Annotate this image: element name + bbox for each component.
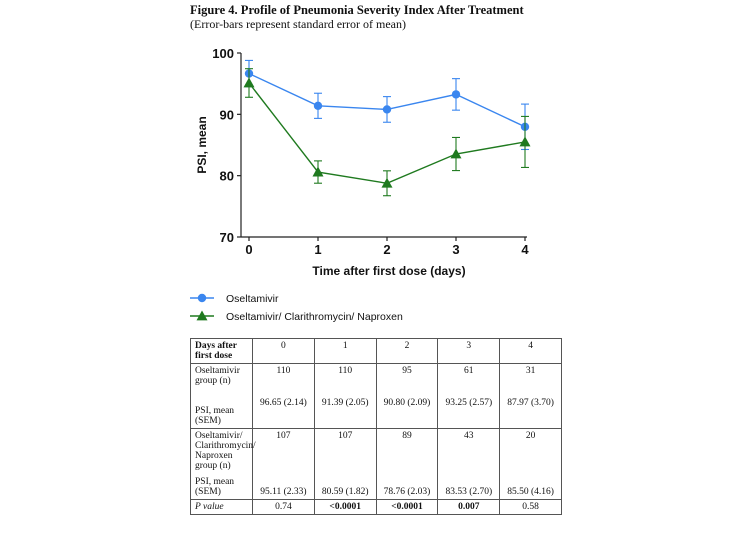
pvalue-0: 0.74: [252, 499, 315, 515]
table-row-oseltamivir: Oseltamivir group (n) PSI, mean (SEM) 11…: [190, 363, 562, 429]
oseltamivir-n-label: Oseltamivir group (n): [195, 366, 240, 386]
combination-psi-0: 95.11 (2.33): [260, 487, 307, 497]
oseltamivir-psi-0: 96.65 (2.14): [260, 398, 307, 408]
legend-marker-oseltamivir: [197, 293, 207, 303]
y-tick-label-90: 90: [220, 107, 234, 122]
oseltamivir-psi-2: 90.80 (2.09): [383, 398, 431, 408]
oseltamivir-n-0: 110: [276, 366, 291, 376]
combination-day-2: 89 78.76 (2.03): [375, 428, 439, 500]
y-axis-label: PSI, mean: [195, 116, 209, 173]
oseltamivir-day-0: 110 96.65 (2.14): [252, 363, 315, 429]
combination-psi-4: 85.50 (4.16): [507, 487, 554, 497]
combination-day-1: 107 80.59 (1.82): [313, 428, 377, 500]
oseltamivir-day-4: 31 87.97 (3.70): [499, 363, 562, 429]
header-day-3: 3: [437, 338, 501, 364]
header-day-1: 1: [313, 338, 377, 364]
combination-marker-3: [450, 148, 462, 159]
combination-day-3: 43 83.53 (2.70): [437, 428, 501, 500]
oseltamivir-psi-3: 93.25 (2.57): [445, 398, 493, 408]
header-day-0: 0: [252, 338, 315, 364]
pvalue-2: <0.0001: [375, 499, 439, 515]
oseltamivir-marker-1: [313, 101, 323, 111]
y-tick-label-70: 70: [220, 230, 234, 245]
oseltamivir-day-2: 95 90.80 (2.09): [375, 363, 439, 429]
oseltamivir-n-1: 110: [338, 366, 353, 376]
x-tick-label-3: 3: [452, 242, 459, 257]
figure-subtitle: (Error-bars represent standard error of …: [190, 17, 406, 31]
oseltamivir-marker-3: [451, 90, 461, 99]
y-tick-label-80: 80: [220, 169, 234, 184]
y-tick-label-100: 100: [212, 46, 234, 61]
oseltamivir-n-4: 31: [525, 366, 536, 376]
legend-label-combination: Oseltamivir/ Clarithromycin/ Naproxen: [226, 311, 403, 323]
combination-marker-4: [519, 136, 531, 147]
pvalue-3: 0.007: [437, 499, 501, 515]
header-day-2: 2: [375, 338, 439, 364]
header-day-4: 4: [499, 338, 562, 364]
combination-psi-1: 80.59 (1.82): [321, 487, 369, 497]
pvalue-1: <0.0001: [313, 499, 377, 515]
combination-n-label: Oseltamivir/ Clarithromycin/ Naproxen gr…: [195, 431, 256, 471]
oseltamivir-marker-2: [382, 105, 392, 114]
figure-title: Figure 4. Profile of Pneumonia Severity …: [190, 3, 524, 17]
pvalue-4: 0.58: [499, 499, 562, 515]
oseltamivir-psi-4: 87.97 (3.70): [507, 398, 554, 408]
combination-psi-2: 78.76 (2.03): [383, 487, 431, 497]
combination-marker-0: [243, 77, 255, 88]
oseltamivir-day-1: 110 91.39 (2.05): [313, 363, 377, 429]
combination-labels: Oseltamivir/ Clarithromycin/ Naproxen gr…: [190, 428, 256, 500]
combination-psi-3: 83.53 (2.70): [445, 487, 493, 497]
x-tick-label-0: 0: [245, 242, 252, 257]
oseltamivir-n-2: 95: [402, 366, 412, 376]
table-row-pvalue: P value 0.74 <0.0001 <0.0001 0.007 0.58: [190, 499, 562, 515]
oseltamivir-psi-label: PSI, mean (SEM): [195, 406, 235, 426]
combination-psi-label: PSI, mean (SEM): [195, 477, 235, 497]
x-tick-label-2: 2: [383, 242, 390, 257]
combination-n-1: 107: [338, 431, 353, 441]
line-chart: 70 80 90 100 0 1 2 3 4 Time after first dose (day…: [190, 46, 531, 323]
x-tick-label-1: 1: [314, 242, 321, 257]
header-days-label: Days after first dose: [190, 338, 253, 364]
table-row-combination: Oseltamivir/ Clarithromycin/ Naproxen gr…: [190, 428, 562, 500]
table-row-header: Days after first dose 0 1 2 3 4: [190, 338, 562, 364]
oseltamivir-psi-1: 91.39 (2.05): [321, 398, 369, 408]
combination-day-0: 107 95.11 (2.33): [252, 428, 315, 500]
combination-day-4: 20 85.50 (4.16): [499, 428, 562, 500]
combination-marker-2: [381, 177, 393, 188]
combination-marker-1: [312, 166, 324, 177]
x-tick-label-4: 4: [521, 242, 529, 257]
combination-n-3: 43: [464, 431, 474, 441]
x-axis-label: Time after first dose (days): [312, 264, 465, 278]
combination-n-0: 107: [276, 431, 291, 441]
combination-n-2: 89: [402, 431, 412, 441]
oseltamivir-day-3: 61 93.25 (2.57): [437, 363, 501, 429]
oseltamivir-labels: Oseltamivir group (n) PSI, mean (SEM): [190, 363, 253, 429]
oseltamivir-n-3: 61: [464, 366, 474, 376]
combination-n-4: 20: [525, 431, 536, 441]
legend-label-oseltamivir: Oseltamivir: [226, 293, 279, 305]
pvalue-label: P value: [190, 499, 253, 515]
legend-marker-combination: [196, 310, 208, 321]
data-table: Days after first dose 0 1 2 3 4 Oseltami…: [190, 338, 562, 515]
